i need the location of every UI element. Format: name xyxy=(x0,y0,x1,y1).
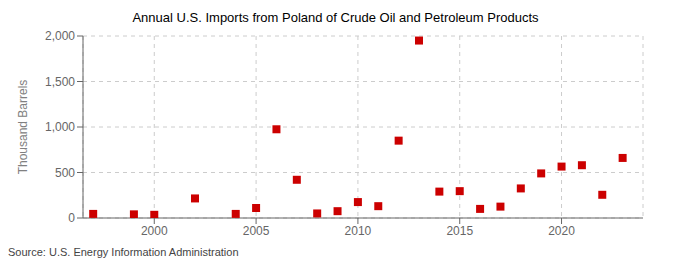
svg-text:0: 0 xyxy=(68,211,75,225)
svg-text:500: 500 xyxy=(55,166,75,180)
svg-text:2000: 2000 xyxy=(141,224,168,238)
svg-text:2015: 2015 xyxy=(446,224,473,238)
svg-text:2020: 2020 xyxy=(548,224,575,238)
svg-text:2,000: 2,000 xyxy=(45,29,75,43)
html-text:Annual U.S. Imports from Polan: Annual U.S. Imports from Poland of Crude… xyxy=(132,10,539,25)
svg-text:Thousand Barrels: Thousand Barrels xyxy=(16,80,30,175)
svg-text:1,500: 1,500 xyxy=(45,75,75,89)
html-text:Source: U.S. Energy Informatio: Source: U.S. Energy Information Administ… xyxy=(8,246,239,258)
svg-text:1,000: 1,000 xyxy=(45,120,75,134)
svg-text:2005: 2005 xyxy=(243,224,270,238)
svg-text:2010: 2010 xyxy=(345,224,372,238)
